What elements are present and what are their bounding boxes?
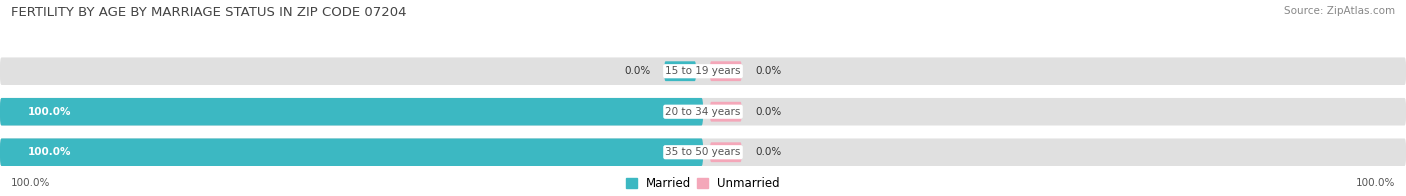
Text: Source: ZipAtlas.com: Source: ZipAtlas.com (1284, 6, 1395, 16)
FancyBboxPatch shape (710, 102, 742, 122)
FancyBboxPatch shape (665, 61, 696, 81)
Text: 35 to 50 years: 35 to 50 years (665, 147, 741, 157)
Text: FERTILITY BY AGE BY MARRIAGE STATUS IN ZIP CODE 07204: FERTILITY BY AGE BY MARRIAGE STATUS IN Z… (11, 6, 406, 19)
Text: 100.0%: 100.0% (28, 147, 72, 157)
Text: 100.0%: 100.0% (1355, 178, 1395, 188)
FancyBboxPatch shape (665, 142, 696, 162)
FancyBboxPatch shape (710, 61, 742, 81)
Text: 0.0%: 0.0% (756, 147, 782, 157)
Text: 0.0%: 0.0% (756, 107, 782, 117)
FancyBboxPatch shape (0, 138, 1406, 166)
Text: 20 to 34 years: 20 to 34 years (665, 107, 741, 117)
FancyBboxPatch shape (0, 57, 1406, 85)
FancyBboxPatch shape (665, 102, 696, 122)
Text: 0.0%: 0.0% (756, 66, 782, 76)
Text: 100.0%: 100.0% (28, 107, 72, 117)
Text: 100.0%: 100.0% (11, 178, 51, 188)
Text: 0.0%: 0.0% (624, 66, 650, 76)
FancyBboxPatch shape (0, 138, 703, 166)
FancyBboxPatch shape (710, 142, 742, 162)
Text: 15 to 19 years: 15 to 19 years (665, 66, 741, 76)
FancyBboxPatch shape (0, 98, 703, 125)
Legend: Married, Unmarried: Married, Unmarried (626, 177, 780, 190)
FancyBboxPatch shape (0, 98, 1406, 125)
